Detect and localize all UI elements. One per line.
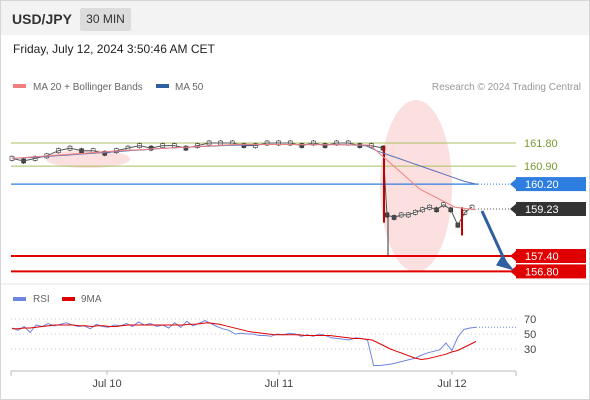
attribution: Research © 2024 Trading Central xyxy=(432,82,581,93)
ma50-legend-label: MA 50 xyxy=(175,82,204,93)
x-axis-tick-label: Jul 11 xyxy=(265,378,294,390)
pivot-label: 160.20 xyxy=(525,179,559,191)
chart-datetime: Friday, July 12, 2024 3:50:46 AM CET xyxy=(13,42,215,56)
chart-header: USD/JPY 30 MIN xyxy=(1,1,589,35)
x-axis-tick-label: Jul 10 xyxy=(92,378,121,390)
target-label-box xyxy=(516,264,586,279)
rsi-ma-legend-swatch xyxy=(62,297,75,301)
ma20-legend-swatch xyxy=(13,84,26,88)
target-label-pointer xyxy=(510,265,517,278)
x-axis-tick-label: Jul 12 xyxy=(437,378,466,390)
ma20-legend-label: MA 20 + Bollinger Bands xyxy=(33,82,143,93)
pivot-label-box xyxy=(516,177,586,192)
rsi-tick-label: 30 xyxy=(524,344,536,356)
forecast-arrow-shaft xyxy=(480,210,508,265)
symbol-title: USD/JPY xyxy=(12,11,72,27)
last-price-label: 159.23 xyxy=(525,204,559,216)
rsi-ma-legend-label: 9MA xyxy=(81,294,102,305)
pivot-label-pointer xyxy=(510,178,517,191)
resistance-label: 160.90 xyxy=(524,161,558,173)
resistance-label: 161.80 xyxy=(524,138,558,150)
rsi-line xyxy=(11,319,477,366)
rsi-tick-label: 70 xyxy=(524,314,536,326)
rsi-tick-label: 50 xyxy=(524,329,536,341)
target-label: 156.80 xyxy=(525,266,559,278)
last-price-box xyxy=(516,202,586,217)
rsi-legend-swatch xyxy=(13,297,26,301)
last-price-pointer xyxy=(510,203,517,216)
target-label: 157.40 xyxy=(525,251,559,263)
rsi-ma-line xyxy=(12,322,477,361)
target-label-pointer xyxy=(510,250,517,262)
ma20-line xyxy=(11,143,477,211)
target-label-box xyxy=(516,249,586,263)
rsi-legend-label: RSI xyxy=(33,294,50,305)
ma50-line xyxy=(11,144,477,185)
forecast-arrow-head xyxy=(496,255,514,271)
timeframe-button[interactable]: 30 MIN xyxy=(80,8,131,31)
ma50-legend-swatch xyxy=(156,84,169,88)
